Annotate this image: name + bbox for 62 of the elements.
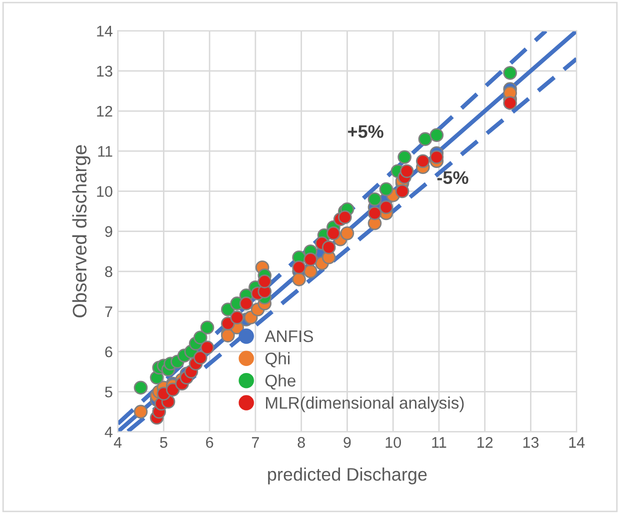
y-tick-label: 13 — [97, 66, 112, 77]
y-tick-label: 7 — [105, 306, 112, 318]
point — [239, 296, 254, 310]
legend-label: MLR(dimensional analysis) — [266, 396, 464, 412]
point — [230, 310, 244, 324]
point — [304, 252, 318, 266]
y-tick-label: 12 — [97, 106, 112, 117]
y-tick-label: 8 — [105, 266, 112, 278]
point — [416, 154, 430, 168]
x-tick-label: 8 — [298, 437, 305, 448]
point — [368, 206, 382, 220]
point — [304, 264, 318, 278]
legend-label: Qhe — [265, 374, 296, 390]
x-tick-label: 9 — [344, 437, 351, 448]
x-tick-label: 14 — [569, 437, 585, 448]
point — [166, 382, 180, 397]
point — [503, 96, 517, 110]
y-tick-label: 6 — [105, 346, 112, 358]
x-tick-label: 5 — [160, 437, 168, 448]
x-tick-label: 12 — [478, 437, 493, 448]
legend-label: ANFIS — [264, 330, 313, 342]
point — [200, 340, 214, 354]
x-tick-label: 4 — [114, 437, 122, 448]
point — [418, 132, 432, 146]
y-tick-label: 9 — [105, 226, 112, 237]
point — [193, 330, 208, 344]
x-tick-label: 7 — [252, 437, 259, 448]
point — [395, 184, 410, 198]
y-tick-label: 14 — [97, 26, 112, 36]
point — [134, 404, 148, 419]
x-tick-label: 13 — [523, 437, 539, 448]
annotation: -5% — [437, 171, 468, 184]
point — [134, 380, 148, 395]
y-axis-title: Observed discharge — [72, 145, 90, 318]
point — [503, 66, 517, 80]
y-tick-label: 5 — [105, 386, 112, 398]
point — [338, 210, 352, 224]
x-tick-label: 6 — [206, 437, 214, 448]
point — [258, 274, 272, 288]
point — [326, 226, 340, 240]
point — [430, 128, 444, 142]
y-tick-label: 11 — [98, 146, 112, 157]
point — [368, 192, 382, 206]
point — [292, 272, 306, 286]
point — [221, 316, 235, 330]
y-tick-label: 4 — [104, 426, 112, 438]
point — [400, 164, 414, 178]
point — [322, 240, 336, 254]
point — [379, 182, 394, 196]
x-tick-label: 11 — [432, 437, 446, 448]
x-axis-title: predicted Discharge — [268, 468, 427, 484]
point — [193, 350, 208, 364]
point — [398, 150, 412, 164]
point — [379, 200, 394, 214]
point — [292, 260, 306, 274]
legend-label: Qhi — [265, 352, 290, 368]
point — [430, 150, 444, 164]
point — [340, 226, 354, 240]
x-tick-label: 10 — [386, 437, 401, 448]
point — [200, 320, 214, 334]
y-tick-label: 10 — [97, 186, 112, 197]
annotation: +5% — [348, 125, 384, 138]
